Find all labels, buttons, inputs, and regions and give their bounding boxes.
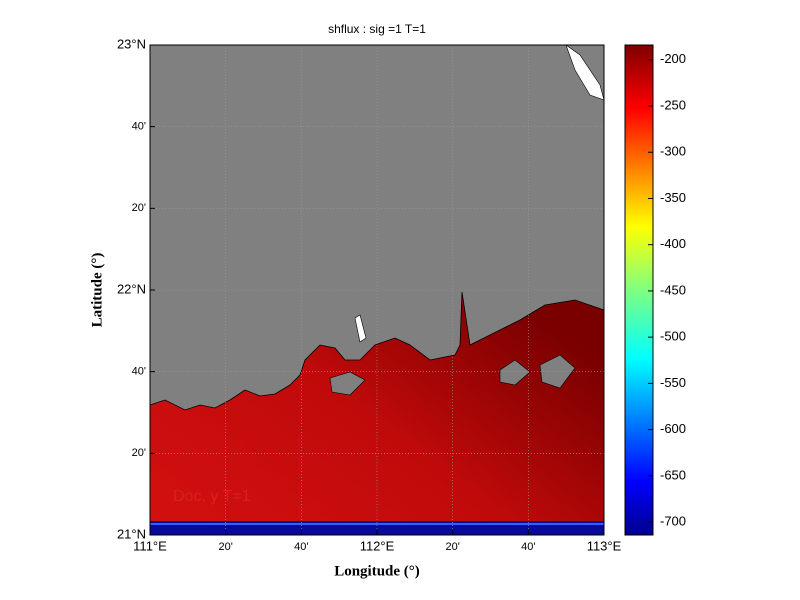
y-tick-label: 40' [132,366,146,378]
axes: 111°E 20' 40' 112°E 20' 40' 113°E 21°N 20' 40' 22°… [117,36,622,553]
colorbar-tick-label: -650 [660,467,686,482]
y-axis-label: Latitude (°) [89,253,105,328]
island [499,359,531,386]
title: shflux : sig =1 T=1 [328,22,426,36]
map: Doc. y T=1 [149,44,605,536]
colorbar [624,44,654,536]
y-tick-label: 22°N [117,281,146,296]
y-tick-label: 20' [132,202,146,214]
annotation: Doc. y T=1 [173,488,251,505]
colorbar-tick-label: -700 [660,513,686,528]
colorbar-tick-label: -600 [660,421,686,436]
y-tick-label: 20' [132,447,146,459]
colorbar-tick-label: -450 [660,282,686,297]
x-tick-label: 112°E [360,538,395,553]
x-tick-label: 20' [445,541,459,553]
x-tick-label: 20' [218,541,232,553]
y-tick-label: 23°N [117,36,146,51]
x-axis-label: Longitude (°) [334,563,420,579]
colorbar-tick-label: -200 [660,51,686,66]
lake [354,314,367,343]
x-tick-label: 40' [521,541,535,553]
island [539,354,576,389]
x-tick-label: 113°E [587,538,622,553]
colorbar-tick-label: -550 [660,375,686,390]
x-tick-label: 111°E [133,538,167,553]
colorbar-tick-label: -250 [660,97,686,112]
y-tick-label: 40' [132,121,146,133]
colorbar-tick-label: -400 [660,236,686,251]
x-tick-label: 40' [294,541,308,553]
colorbar-tick-label: -350 [660,190,686,205]
island [329,371,366,396]
plot-frame [149,44,605,536]
colorbar-tick-label: -300 [660,144,686,159]
sea [149,291,605,536]
colorbar-tick-label: -500 [660,329,686,344]
y-tick-label: 21°N [117,526,146,541]
